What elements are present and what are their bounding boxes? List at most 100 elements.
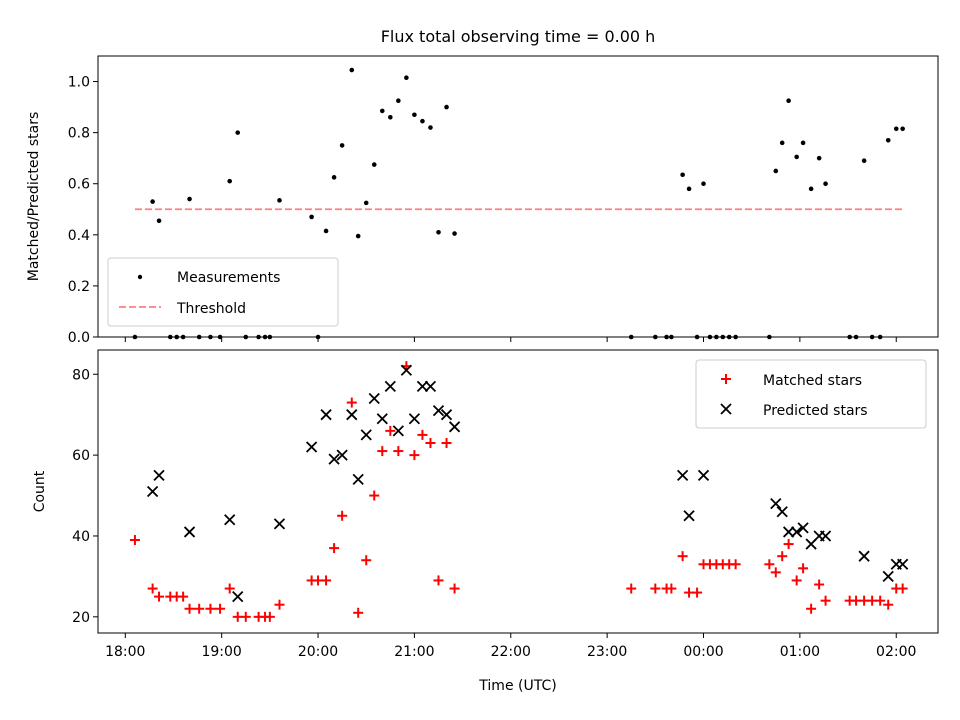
predicted-point — [897, 558, 909, 570]
matched-point — [820, 595, 831, 606]
predicted-point — [424, 380, 437, 393]
ratio-legend: Measurements Threshold — [107, 257, 339, 327]
measurement-point — [363, 200, 369, 206]
bottom-y-ticks: 20 40 60 80 — [72, 367, 98, 626]
matched-point — [692, 587, 703, 598]
y-tick-label: 0.2 — [68, 279, 90, 295]
predicted-point — [232, 590, 244, 603]
matched-point — [274, 599, 285, 610]
matched-point — [369, 490, 380, 501]
predicted-point — [273, 518, 286, 530]
measurement-point — [900, 126, 905, 132]
predicted-point — [432, 405, 445, 417]
legend-x-glyph — [720, 403, 732, 415]
ratio-legend-box — [107, 257, 339, 327]
predicted-point — [408, 413, 421, 425]
measurement-point — [156, 218, 162, 224]
measurement-point — [309, 214, 314, 220]
measurement-point — [404, 75, 409, 81]
matched-point — [377, 446, 388, 457]
matched-point — [361, 555, 372, 566]
predicted-point — [448, 421, 461, 433]
measurement-point — [396, 98, 401, 104]
measurement-point — [773, 168, 779, 174]
x-tick-label: 22:00 — [491, 644, 531, 660]
x-tick-label: 18:00 — [105, 644, 145, 660]
matched-point — [730, 559, 741, 570]
predicted-point — [336, 449, 348, 461]
measurement-point — [388, 115, 393, 120]
matched-point — [791, 575, 802, 586]
matched-point — [264, 611, 275, 622]
measurement-point — [227, 178, 233, 184]
count-legend-box — [695, 359, 927, 429]
measurement-point — [436, 229, 441, 235]
y-tick-label: 0.0 — [68, 330, 90, 346]
measurement-point — [452, 231, 457, 236]
count-marks — [129, 361, 909, 622]
matched-point — [353, 607, 364, 618]
predicted-point — [776, 506, 788, 518]
matched-point — [205, 603, 216, 614]
matched-point — [783, 539, 794, 550]
matched-point — [650, 583, 661, 594]
predicted-point — [305, 441, 318, 453]
count-legend: Matched stars Predicted stars — [695, 359, 927, 429]
measurement-point — [323, 228, 329, 234]
matched-point — [321, 575, 332, 586]
matched-point — [184, 603, 195, 614]
measurement-point — [786, 98, 791, 104]
measurement-point — [331, 175, 337, 180]
matched-point — [425, 437, 436, 448]
predicted-point — [376, 413, 388, 425]
legend-matched-marker — [721, 374, 731, 384]
predicted-point — [400, 364, 413, 376]
predicted-point — [352, 473, 364, 486]
y-tick-label: 20 — [72, 610, 90, 626]
measurement-point — [235, 130, 241, 135]
matched-point — [178, 591, 189, 602]
legend-threshold-label: Threshold — [176, 301, 246, 317]
matched-point — [194, 603, 205, 614]
count-panel: 20 40 60 80 18:00 19:00 20:00 21:00 22:00 23:00 0… — [32, 349, 939, 694]
measurement-point — [412, 112, 417, 118]
ratio-plot-frame — [97, 55, 939, 338]
legend-plus-glyph — [721, 374, 731, 384]
matched-point — [154, 591, 165, 602]
measurement-point — [379, 108, 385, 114]
predicted-point — [368, 392, 380, 405]
legend-measurements-label: Measurements — [177, 270, 280, 286]
matched-point — [806, 603, 817, 614]
legend-matched-label: Matched stars — [763, 373, 862, 389]
legend-predicted-label: Predicted stars — [763, 403, 868, 419]
matched-point — [449, 583, 460, 594]
matched-point — [666, 583, 677, 594]
matched-point — [626, 583, 637, 594]
measurement-point — [371, 162, 377, 167]
measurement-point — [420, 118, 425, 124]
x-tick-label: 20:00 — [298, 644, 338, 660]
matched-point — [897, 583, 908, 594]
count-y-axis-label: Count — [32, 470, 48, 512]
measurement-point — [187, 196, 192, 202]
predicted-point — [819, 530, 832, 542]
top-y-ticks: 0.0 0.2 0.4 0.6 0.8 1.0 — [68, 75, 98, 346]
x-tick-label: 21:00 — [394, 644, 434, 660]
measurement-point — [823, 181, 828, 187]
y-tick-label: 0.8 — [68, 126, 90, 142]
predicted-point — [153, 469, 165, 481]
matched-point — [441, 437, 452, 448]
ratio-y-axis-label: Matched/Predicted stars — [26, 112, 42, 282]
x-tick-label: 19:00 — [201, 644, 241, 660]
bottom-x-ticks: 18:00 19:00 20:00 21:00 22:00 23:00 00:00 01:00… — [105, 633, 916, 660]
chart-title: Flux total observing time = 0.00 h — [381, 27, 656, 46]
matched-point — [677, 551, 688, 562]
count-plot-frame — [97, 349, 939, 634]
predicted-point — [320, 409, 332, 421]
measurement-point — [701, 181, 706, 187]
matched-point — [346, 397, 357, 408]
predicted-point — [416, 380, 429, 393]
measurement-point — [686, 186, 692, 192]
x-tick-label: 00:00 — [683, 644, 723, 660]
matched-point — [147, 583, 158, 594]
